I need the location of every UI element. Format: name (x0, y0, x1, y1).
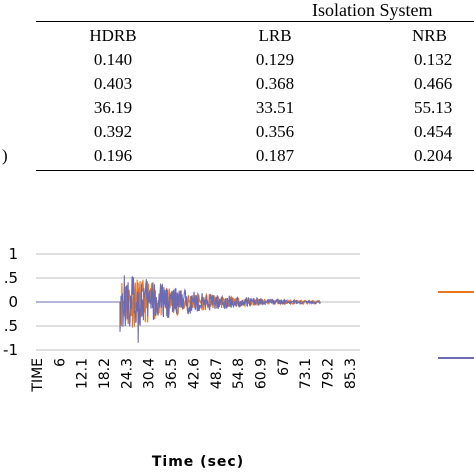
table-cell: 0.196 (93, 146, 133, 165)
column-header-nrb: NRB (412, 26, 447, 45)
x-tick-label: 42.6 (186, 358, 202, 389)
x-tick-label: 73.1 (298, 358, 314, 389)
x-axis-ticks: TIME 6 12.1 18.2 24.3 30.4 36.5 42.6 48.7 54.8 60.… (30, 358, 359, 393)
table-cell: 33.51 (255, 98, 295, 117)
x-tick-label: 48.7 (209, 358, 225, 389)
table-cell: 0.132 (414, 50, 453, 69)
table-cell: 0.187 (255, 146, 295, 165)
x-tick-label: 12.1 (75, 358, 91, 389)
x-tick-label: 30.4 (142, 358, 158, 389)
x-tick-label: 67 (276, 358, 292, 376)
series-line-2 (36, 275, 321, 343)
x-tick-label: TIME (30, 358, 46, 393)
y-tick-label: 0 (8, 293, 18, 311)
table-group-header: Isolation System (312, 0, 433, 20)
table-cell: 0.140 (93, 50, 133, 69)
table-cell: 0.403 (93, 74, 133, 93)
x-tick-label: 24.3 (119, 358, 135, 389)
x-tick-label: 85.3 (343, 358, 359, 389)
chart-grid (36, 253, 360, 351)
x-tick-label: 36.5 (164, 358, 180, 389)
x-tick-label: 54.8 (231, 358, 247, 389)
column-header-lrb: LRB (258, 26, 292, 45)
y-tick-label: -1 (3, 341, 18, 359)
table-cell: 36.19 (93, 98, 133, 117)
x-tick-label: 79.2 (320, 358, 336, 389)
x-tick-label: 60.9 (253, 358, 269, 389)
x-tick-label: 18.2 (97, 358, 113, 389)
row-label-fragment: ) (2, 146, 8, 165)
chart-series (36, 275, 321, 343)
time-history-chart: 1 .5 0 .5 -1 TIME 6 12.1 18.2 24.3 30.4 36.5 42.6 48… (3, 245, 474, 470)
table-cell: 0.204 (414, 146, 453, 165)
table-cell: 0.454 (414, 122, 453, 141)
table-cell: 0.356 (255, 122, 295, 141)
table-cell: 55.13 (414, 98, 453, 117)
chart-legend (438, 291, 474, 359)
y-axis-ticks: 1 .5 0 .5 -1 (3, 245, 18, 359)
table-cell: 0.129 (255, 50, 295, 69)
column-header-hdrb: HDRB (89, 26, 137, 45)
y-tick-label: .5 (4, 269, 18, 287)
table-cell: 0.466 (414, 74, 453, 93)
table-top-rule (36, 21, 474, 22)
table-cell: 0.368 (255, 74, 295, 93)
table-group-rule (276, 21, 474, 22)
y-tick-label: 1 (8, 245, 18, 263)
table-bottom-rule (36, 170, 474, 171)
x-axis-label: Time (sec) (152, 454, 244, 470)
x-tick-label: 6 (52, 358, 68, 367)
y-tick-label: .5 (4, 317, 18, 335)
table-cell: 0.392 (93, 122, 133, 141)
